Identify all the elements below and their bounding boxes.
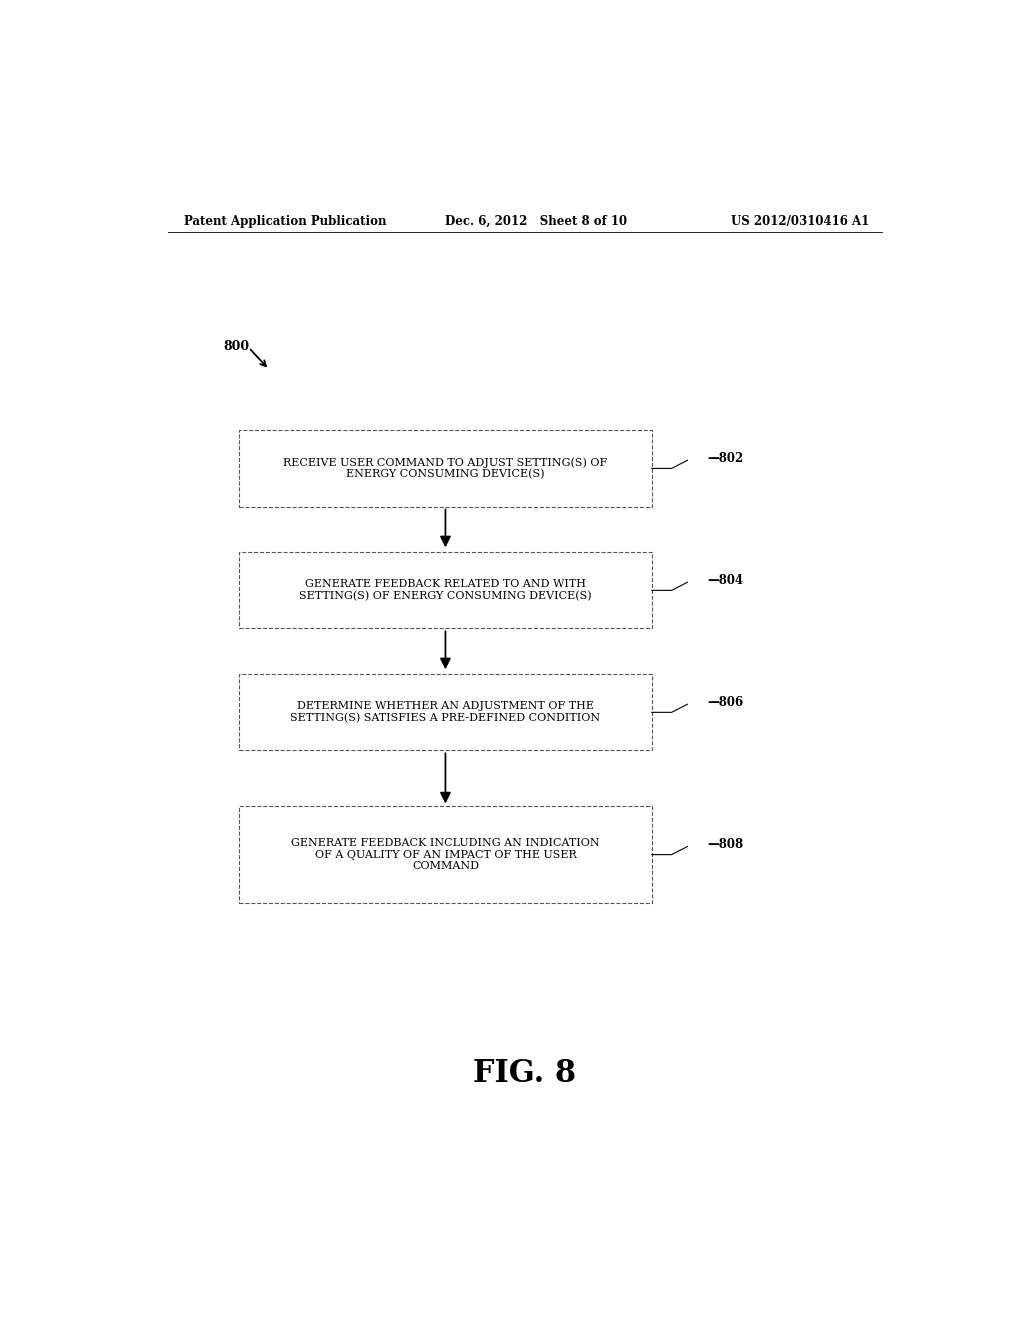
FancyBboxPatch shape bbox=[240, 430, 652, 507]
Text: DETERMINE WHETHER AN ADJUSTMENT OF THE
SETTING(S) SATISFIES A PRE-DEFINED CONDIT: DETERMINE WHETHER AN ADJUSTMENT OF THE S… bbox=[291, 701, 600, 723]
Text: —808: —808 bbox=[708, 838, 743, 851]
Text: —804: —804 bbox=[708, 574, 743, 586]
Text: FIG. 8: FIG. 8 bbox=[473, 1057, 577, 1089]
Text: GENERATE FEEDBACK INCLUDING AN INDICATION
OF A QUALITY OF AN IMPACT OF THE USER
: GENERATE FEEDBACK INCLUDING AN INDICATIO… bbox=[291, 838, 600, 871]
Text: Patent Application Publication: Patent Application Publication bbox=[183, 215, 386, 228]
Text: US 2012/0310416 A1: US 2012/0310416 A1 bbox=[731, 215, 869, 228]
Text: —806: —806 bbox=[708, 696, 743, 709]
Text: Dec. 6, 2012   Sheet 8 of 10: Dec. 6, 2012 Sheet 8 of 10 bbox=[445, 215, 628, 228]
Text: RECEIVE USER COMMAND TO ADJUST SETTING(S) OF
ENERGY CONSUMING DEVICE(S): RECEIVE USER COMMAND TO ADJUST SETTING(S… bbox=[284, 457, 607, 479]
Text: GENERATE FEEDBACK RELATED TO AND WITH
SETTING(S) OF ENERGY CONSUMING DEVICE(S): GENERATE FEEDBACK RELATED TO AND WITH SE… bbox=[299, 579, 592, 602]
Text: 800: 800 bbox=[223, 341, 250, 352]
Text: —802: —802 bbox=[708, 451, 743, 465]
FancyBboxPatch shape bbox=[240, 552, 652, 628]
FancyBboxPatch shape bbox=[240, 675, 652, 751]
FancyBboxPatch shape bbox=[240, 807, 652, 903]
